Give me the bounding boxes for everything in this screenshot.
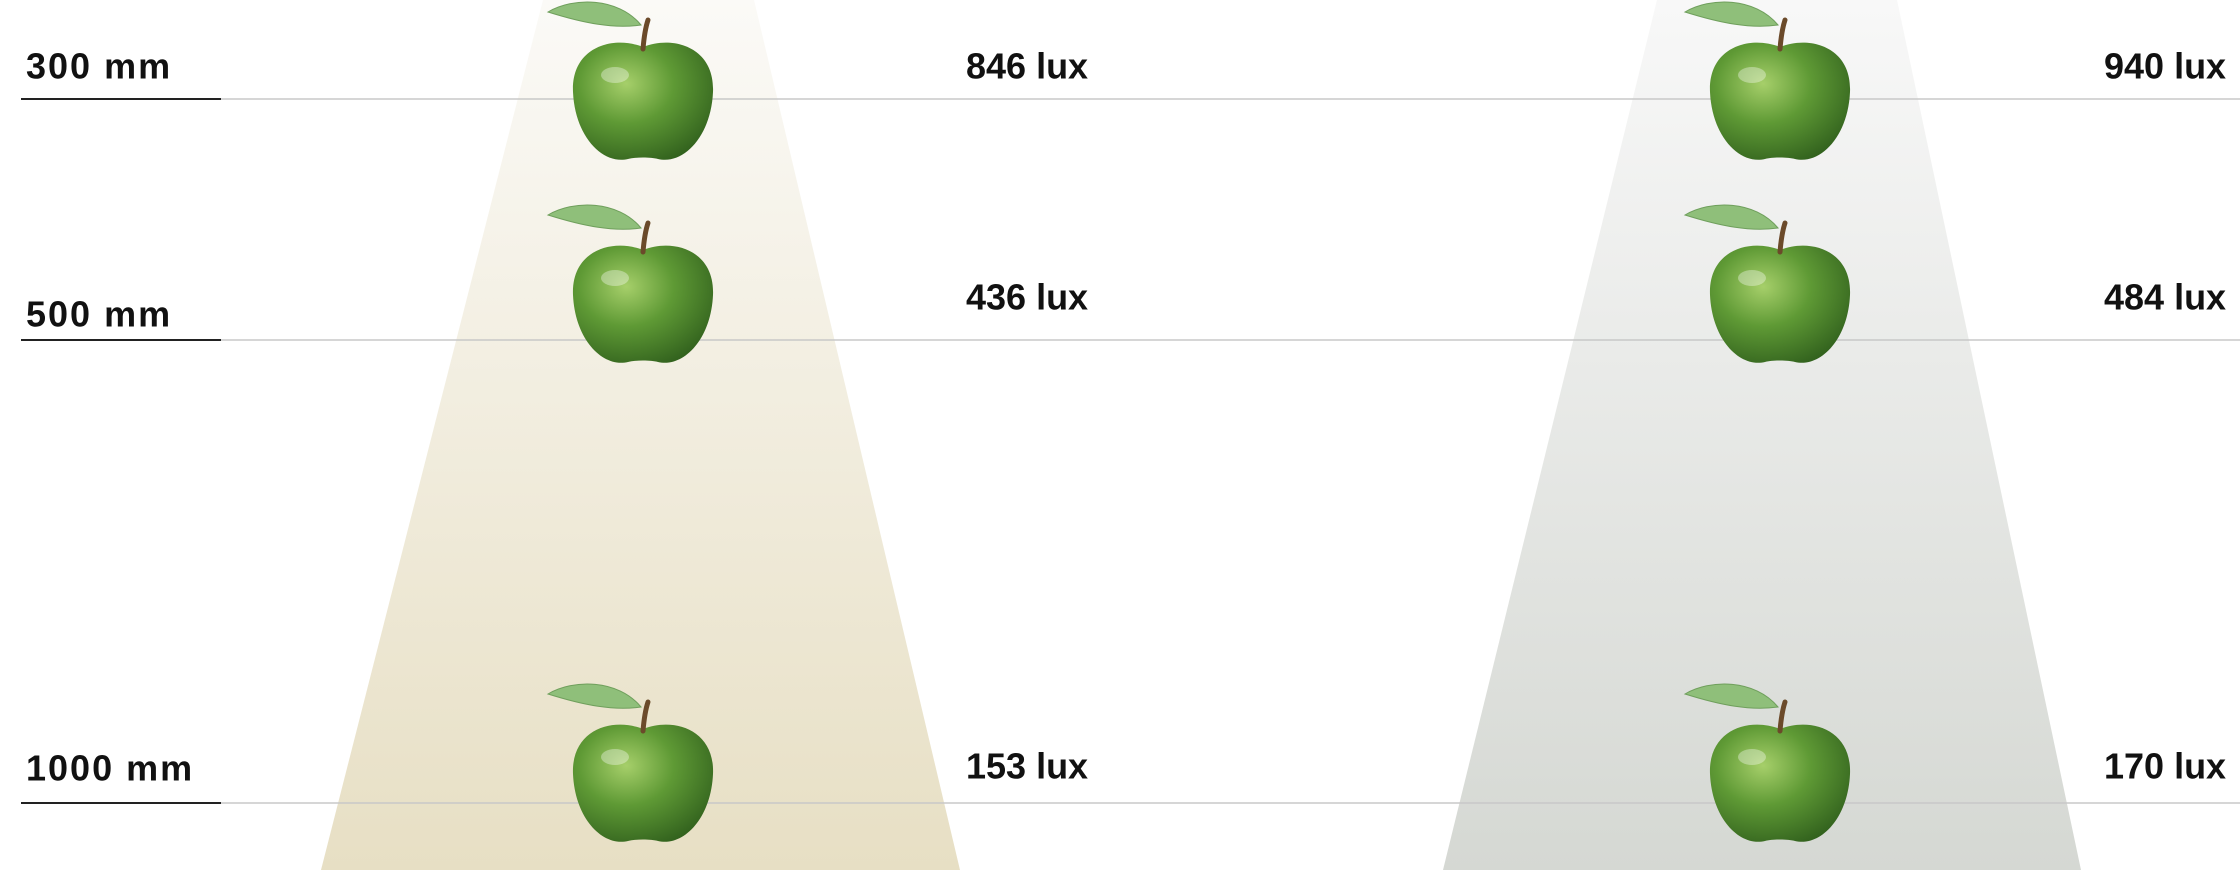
lux-label: 846 lux: [966, 46, 1088, 87]
lux-label: 940 lux: [2104, 46, 2226, 87]
lux-label: 436 lux: [966, 277, 1088, 318]
distance-label: 1000 mm: [26, 748, 194, 789]
page: 300 mm 846 lux 940 lux 500 mm 436 lux 484 lux…: [0, 0, 2240, 870]
distance-label: 500 mm: [26, 294, 172, 335]
lux-label: 170 lux: [2104, 746, 2226, 787]
lux-label: 153 lux: [966, 746, 1088, 787]
distance-label: 300 mm: [26, 46, 172, 87]
illumination-scene: 300 mm 846 lux 940 lux 500 mm 436 lux 484 lux…: [0, 0, 2240, 870]
lux-label: 484 lux: [2104, 277, 2226, 318]
